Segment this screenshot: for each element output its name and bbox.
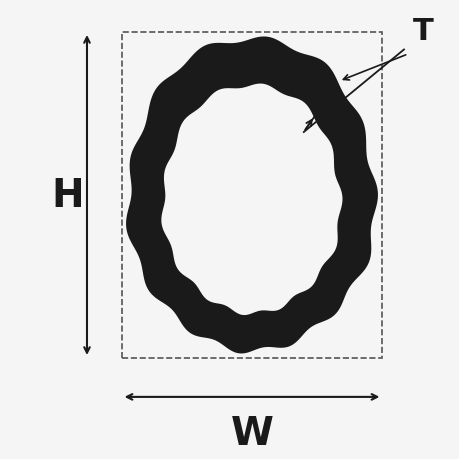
Text: W: W — [230, 414, 273, 452]
Text: T: T — [412, 17, 432, 46]
Bar — [122, 33, 381, 358]
Polygon shape — [126, 37, 377, 354]
Text: H: H — [51, 177, 84, 214]
Polygon shape — [161, 84, 342, 315]
